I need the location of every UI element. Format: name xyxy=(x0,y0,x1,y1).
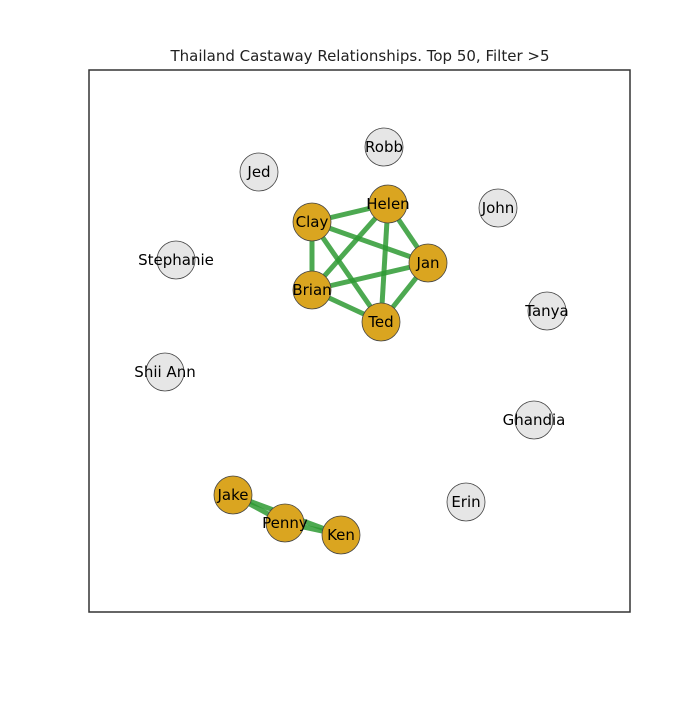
node-robb: Robb xyxy=(364,127,404,167)
node-ted: Ted xyxy=(361,302,401,342)
node-label-shii-ann: Shii Ann xyxy=(134,363,195,381)
node-label-helen: Helen xyxy=(366,195,409,213)
node-label-jed: Jed xyxy=(246,163,270,181)
node-circle-jan xyxy=(408,243,448,283)
node-label-jan: Jan xyxy=(415,254,439,272)
node-circle-penny xyxy=(265,503,305,543)
node-label-brian: Brian xyxy=(292,281,331,299)
node-label-clay: Clay xyxy=(296,213,329,231)
node-label-penny: Penny xyxy=(262,514,308,532)
node-jan: Jan xyxy=(408,243,448,283)
node-brian: Brian xyxy=(292,270,332,310)
node-label-tanya: Tanya xyxy=(524,302,568,320)
node-shii-ann: Shii Ann xyxy=(134,352,196,392)
node-penny: Penny xyxy=(262,503,308,543)
node-circle-tanya xyxy=(527,291,567,331)
chart-title: Thailand Castaway Relationships. Top 50,… xyxy=(170,47,550,65)
node-circle-robb xyxy=(364,127,404,167)
node-ken: Ken xyxy=(321,515,361,555)
node-circle-jed xyxy=(239,152,279,192)
edge-clay-jan xyxy=(311,219,429,266)
node-label-ted: Ted xyxy=(367,313,393,331)
node-john: John xyxy=(478,188,518,228)
node-label-robb: Robb xyxy=(365,138,403,156)
edge-jan-brian xyxy=(311,260,429,293)
node-circle-helen xyxy=(368,184,408,224)
node-label-stephanie: Stephanie xyxy=(138,251,214,269)
node-stephanie: Stephanie xyxy=(138,240,214,280)
plot-frame xyxy=(88,69,631,613)
node-jake: Jake xyxy=(213,475,253,515)
node-label-ghandia: Ghandia xyxy=(503,411,566,429)
node-circle-john xyxy=(478,188,518,228)
node-clay: Clay xyxy=(292,202,332,242)
node-tanya: Tanya xyxy=(524,291,569,331)
node-helen: Helen xyxy=(366,184,410,224)
node-circle-ghandia xyxy=(514,400,554,440)
node-circle-stephanie xyxy=(156,240,196,280)
node-ghandia: Ghandia xyxy=(503,400,566,440)
node-label-john: John xyxy=(481,199,515,217)
node-jed: Jed xyxy=(239,152,279,192)
node-circle-jake xyxy=(213,475,253,515)
node-erin: Erin xyxy=(446,482,486,522)
node-label-jake: Jake xyxy=(217,486,249,504)
nodes-layer: Robb Jed Helen Clay John Stephanie Jan Brian Tan… xyxy=(134,127,569,555)
node-circle-clay xyxy=(292,202,332,242)
node-circle-brian xyxy=(292,270,332,310)
node-label-ken: Ken xyxy=(327,526,355,544)
node-circle-erin xyxy=(446,482,486,522)
edges-layer xyxy=(231,201,431,538)
node-circle-ted xyxy=(361,302,401,342)
node-circle-shii-ann xyxy=(145,352,185,392)
edge-clay-ted xyxy=(309,220,384,324)
node-circle-ken xyxy=(321,515,361,555)
edge-helen-ted xyxy=(378,203,391,323)
node-label-erin: Erin xyxy=(451,493,480,511)
